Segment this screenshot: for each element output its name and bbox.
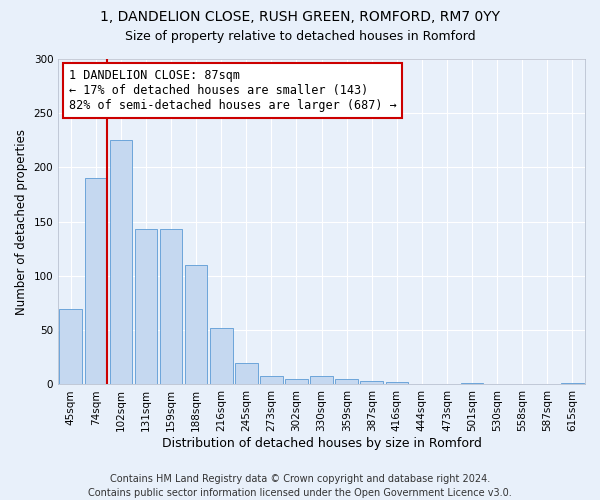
Bar — [386, 382, 408, 384]
Bar — [361, 381, 383, 384]
Bar — [59, 308, 82, 384]
Bar — [285, 379, 308, 384]
Text: Contains HM Land Registry data © Crown copyright and database right 2024.
Contai: Contains HM Land Registry data © Crown c… — [88, 474, 512, 498]
Bar — [85, 178, 107, 384]
Bar — [110, 140, 132, 384]
Bar — [185, 265, 208, 384]
Text: 1, DANDELION CLOSE, RUSH GREEN, ROMFORD, RM7 0YY: 1, DANDELION CLOSE, RUSH GREEN, ROMFORD,… — [100, 10, 500, 24]
Bar — [335, 379, 358, 384]
Bar — [310, 376, 333, 384]
Y-axis label: Number of detached properties: Number of detached properties — [15, 128, 28, 314]
Text: Size of property relative to detached houses in Romford: Size of property relative to detached ho… — [125, 30, 475, 43]
Text: 1 DANDELION CLOSE: 87sqm
← 17% of detached houses are smaller (143)
82% of semi-: 1 DANDELION CLOSE: 87sqm ← 17% of detach… — [69, 69, 397, 112]
Bar — [134, 230, 157, 384]
X-axis label: Distribution of detached houses by size in Romford: Distribution of detached houses by size … — [161, 437, 482, 450]
Bar — [235, 363, 257, 384]
Bar — [160, 230, 182, 384]
Bar — [210, 328, 233, 384]
Bar — [260, 376, 283, 384]
